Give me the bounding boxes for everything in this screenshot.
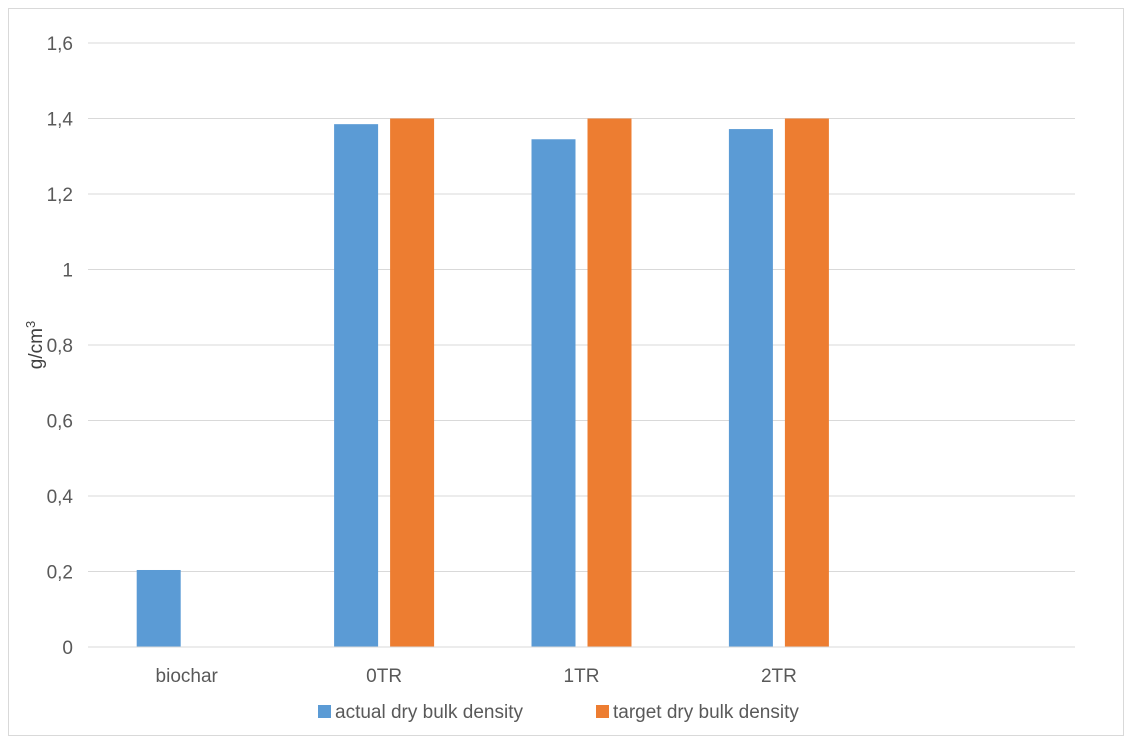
bar-actual	[728, 129, 773, 647]
y-tick-label: 0,4	[47, 487, 74, 508]
bar-actual	[136, 569, 181, 647]
y-tick-label: 0	[62, 638, 73, 659]
x-axis-tick-labels: biochar 0TR 1TR 2TR	[156, 666, 797, 687]
y-tick-label: 1,6	[47, 34, 73, 55]
x-tick-label: 0TR	[366, 666, 402, 687]
y-axis-title: g/cm3	[23, 321, 48, 369]
bar-target	[390, 118, 435, 647]
y-tick-label: 0,6	[47, 412, 73, 433]
legend-label: target dry bulk density	[613, 702, 799, 723]
bar-target	[784, 118, 829, 647]
bar-target	[587, 118, 632, 647]
bars	[136, 118, 829, 648]
legend-swatch	[596, 705, 609, 718]
y-axis-title-text: g/cm	[26, 328, 47, 369]
y-tick-label: 1,2	[47, 185, 73, 206]
x-tick-label: 1TR	[564, 666, 600, 687]
x-tick-label: biochar	[156, 666, 219, 687]
bar-actual	[334, 124, 379, 648]
y-tick-label: 1	[62, 261, 73, 282]
y-axis-tick-labels: 0 0,2 0,4 0,6 0,8 1 1,2 1,4 1,6	[47, 34, 74, 659]
legend-label: actual dry bulk density	[335, 702, 523, 723]
bar-actual	[531, 139, 576, 647]
legend-swatch	[318, 705, 331, 718]
x-tick-label: 2TR	[761, 666, 797, 687]
y-tick-label: 0,8	[47, 336, 73, 357]
y-tick-label: 1,4	[47, 110, 74, 131]
y-tick-label: 0,2	[47, 563, 73, 584]
legend: actual dry bulk density target dry bulk d…	[318, 702, 799, 723]
y-axis-title-superscript: 3	[23, 321, 38, 328]
gridlines	[88, 42, 1075, 572]
